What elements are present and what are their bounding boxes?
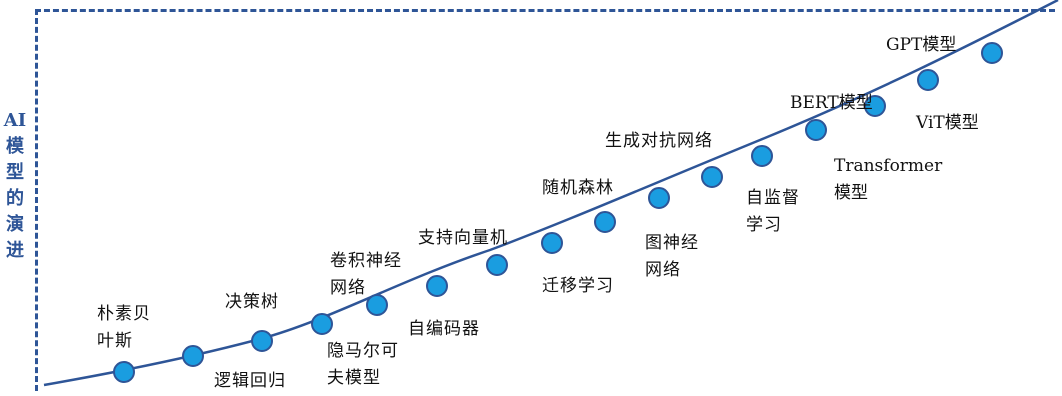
node-svm <box>486 254 508 276</box>
label-bert: BERT模型 <box>790 93 873 113</box>
node-gpt <box>981 42 1003 64</box>
side-title-char-5: 演 <box>6 214 24 235</box>
node-logistic-regression <box>182 345 204 367</box>
trend-curve <box>43 0 1059 387</box>
label-transfer-learning: 迁移学习 <box>542 276 614 296</box>
label-transformer: Transformer 模型 <box>834 156 943 203</box>
side-title-char-2: 模 <box>6 136 24 157</box>
label-gpt: GPT模型 <box>886 35 957 55</box>
label-logistic-regression: 逻辑回归 <box>214 371 286 391</box>
node-cnn <box>366 294 388 316</box>
node-random-forest <box>594 211 616 233</box>
node-gnn <box>648 187 670 209</box>
node-autoencoder <box>426 275 448 297</box>
label-gan: 生成对抗网络 <box>605 131 713 151</box>
label-gnn: 图神经 网络 <box>645 233 699 280</box>
node-decision-tree <box>251 330 273 352</box>
label-naive-bayes: 朴素贝 叶斯 <box>97 304 151 351</box>
label-cnn: 卷积神经 网络 <box>330 251 402 298</box>
dashed-frame <box>35 9 1055 391</box>
label-svm: 支持向量机 <box>418 228 508 248</box>
side-title-char-6: 进 <box>6 240 24 261</box>
node-hmm <box>311 313 333 335</box>
side-title-char-3: 型 <box>6 162 24 183</box>
node-transformer <box>805 119 827 141</box>
node-bert <box>864 95 886 117</box>
node-gan <box>701 166 723 188</box>
label-random-forest: 随机森林 <box>542 178 614 198</box>
node-self-supervised <box>751 145 773 167</box>
label-self-supervised: 自监督 学习 <box>746 188 800 235</box>
label-decision-tree: 决策树 <box>225 292 279 312</box>
label-hmm: 隐马尔可 夫模型 <box>327 341 399 388</box>
label-autoencoder: 自编码器 <box>408 319 480 339</box>
label-vit: ViT模型 <box>916 113 979 133</box>
node-naive-bayes <box>113 361 135 383</box>
node-transfer-learning <box>541 232 563 254</box>
milestone-nodes <box>113 42 1003 383</box>
side-title-char-1: AI <box>3 110 27 131</box>
side-title: AI 模 型 的 演 进 <box>0 108 30 264</box>
side-title-char-4: 的 <box>6 188 24 209</box>
node-vit <box>917 69 939 91</box>
